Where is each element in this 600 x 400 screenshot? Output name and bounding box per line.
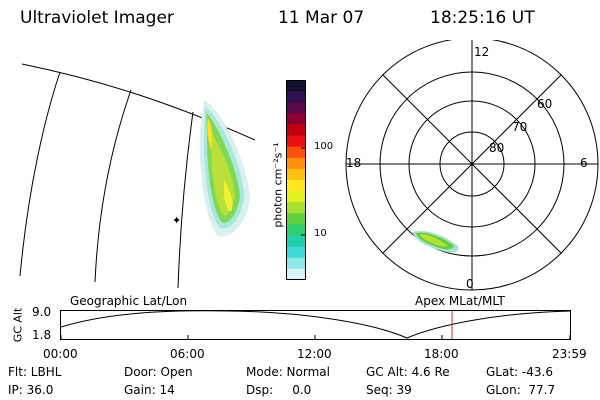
gc-alt-info: GC Alt: 4.6 Re (366, 365, 450, 379)
longitude-line (177, 111, 194, 289)
geographic-image-panel: ✦ (19, 63, 256, 289)
colorbar-band (286, 91, 306, 103)
door-info: Door: Open (124, 365, 193, 379)
ip-info: IP: 36.0 (8, 383, 54, 397)
mlt-label-0: 0 (466, 277, 474, 291)
colorbar-band (286, 113, 306, 125)
time-tick-label: 23:59 (552, 347, 587, 361)
colorbar-unit-label: photon cm⁻²s⁻¹ (271, 142, 285, 228)
colorbar-band (286, 168, 306, 181)
glat-info: GLat: -43.6 (486, 365, 553, 379)
time-label: 18:25:16 UT (430, 8, 535, 28)
colorbar-band (286, 224, 306, 237)
colorbar-band (286, 124, 306, 137)
colorbar-band (286, 191, 306, 203)
mlt-diagonal (382, 74, 562, 254)
colorbar-band (286, 135, 306, 148)
polar-mlt-plot (345, 40, 599, 291)
time-tick-label: 00:00 (43, 347, 78, 361)
timeline-y-tick: 9.0 (32, 305, 52, 319)
date-label: 11 Mar 07 (278, 8, 365, 28)
longitude-line (19, 71, 61, 277)
time-tick-label: 18:00 (424, 347, 459, 361)
mlt-label-12: 12 (474, 45, 490, 59)
colorbar-band (286, 268, 306, 280)
timeline-left-title: Geographic Lat/Lon (70, 294, 188, 308)
colorbar-band (286, 157, 306, 170)
time-tick-label: 06:00 (170, 347, 205, 361)
longitude-line (94, 89, 132, 283)
lat-label-60: 60 (537, 97, 553, 111)
lat-label-80: 80 (489, 141, 505, 155)
colorbar-band (286, 257, 306, 270)
instrument-title: Ultraviolet Imager (20, 8, 174, 28)
colorbar-band (286, 202, 306, 214)
color-bar (286, 80, 306, 280)
altitude-curve (60, 310, 571, 339)
polar-aurora (412, 230, 459, 253)
orbit-timeline (60, 310, 571, 340)
subsatellite-marker: ✦ (172, 214, 181, 227)
colorbar-band (286, 146, 306, 159)
colorbar-tick-label: 10 (314, 228, 327, 239)
seq-info: Seq: 39 (366, 383, 412, 397)
mode-info: Mode: Normal (246, 365, 330, 379)
time-tick-label: 12:00 (297, 347, 332, 361)
colorbar-band (286, 235, 306, 248)
colorbar-band (286, 213, 306, 225)
colorbar-band (286, 246, 306, 259)
colorbar-tick-label: 100 (314, 141, 334, 152)
mlt-label-18: 18 (346, 156, 362, 170)
colorbar-band (286, 180, 306, 192)
filter-info: Flt: LBHL (8, 365, 62, 379)
colorbar-band (286, 102, 306, 114)
dsp-info: Dsp: 0.0 (246, 383, 312, 397)
colorbar-band (286, 80, 306, 92)
timeline-y-label: GC Alt (11, 307, 25, 343)
gain-info: Gain: 14 (124, 383, 175, 397)
lat-label-70: 70 (512, 120, 528, 134)
aurora-emission (199, 100, 250, 237)
timeline-frame (60, 310, 571, 340)
mlt-label-6: 6 (580, 156, 588, 170)
timeline-y-tick: 1.8 (32, 328, 52, 342)
timeline-right-title: Apex MLat/MLT (415, 294, 505, 308)
glon-info: GLon: 77.7 (486, 383, 556, 397)
